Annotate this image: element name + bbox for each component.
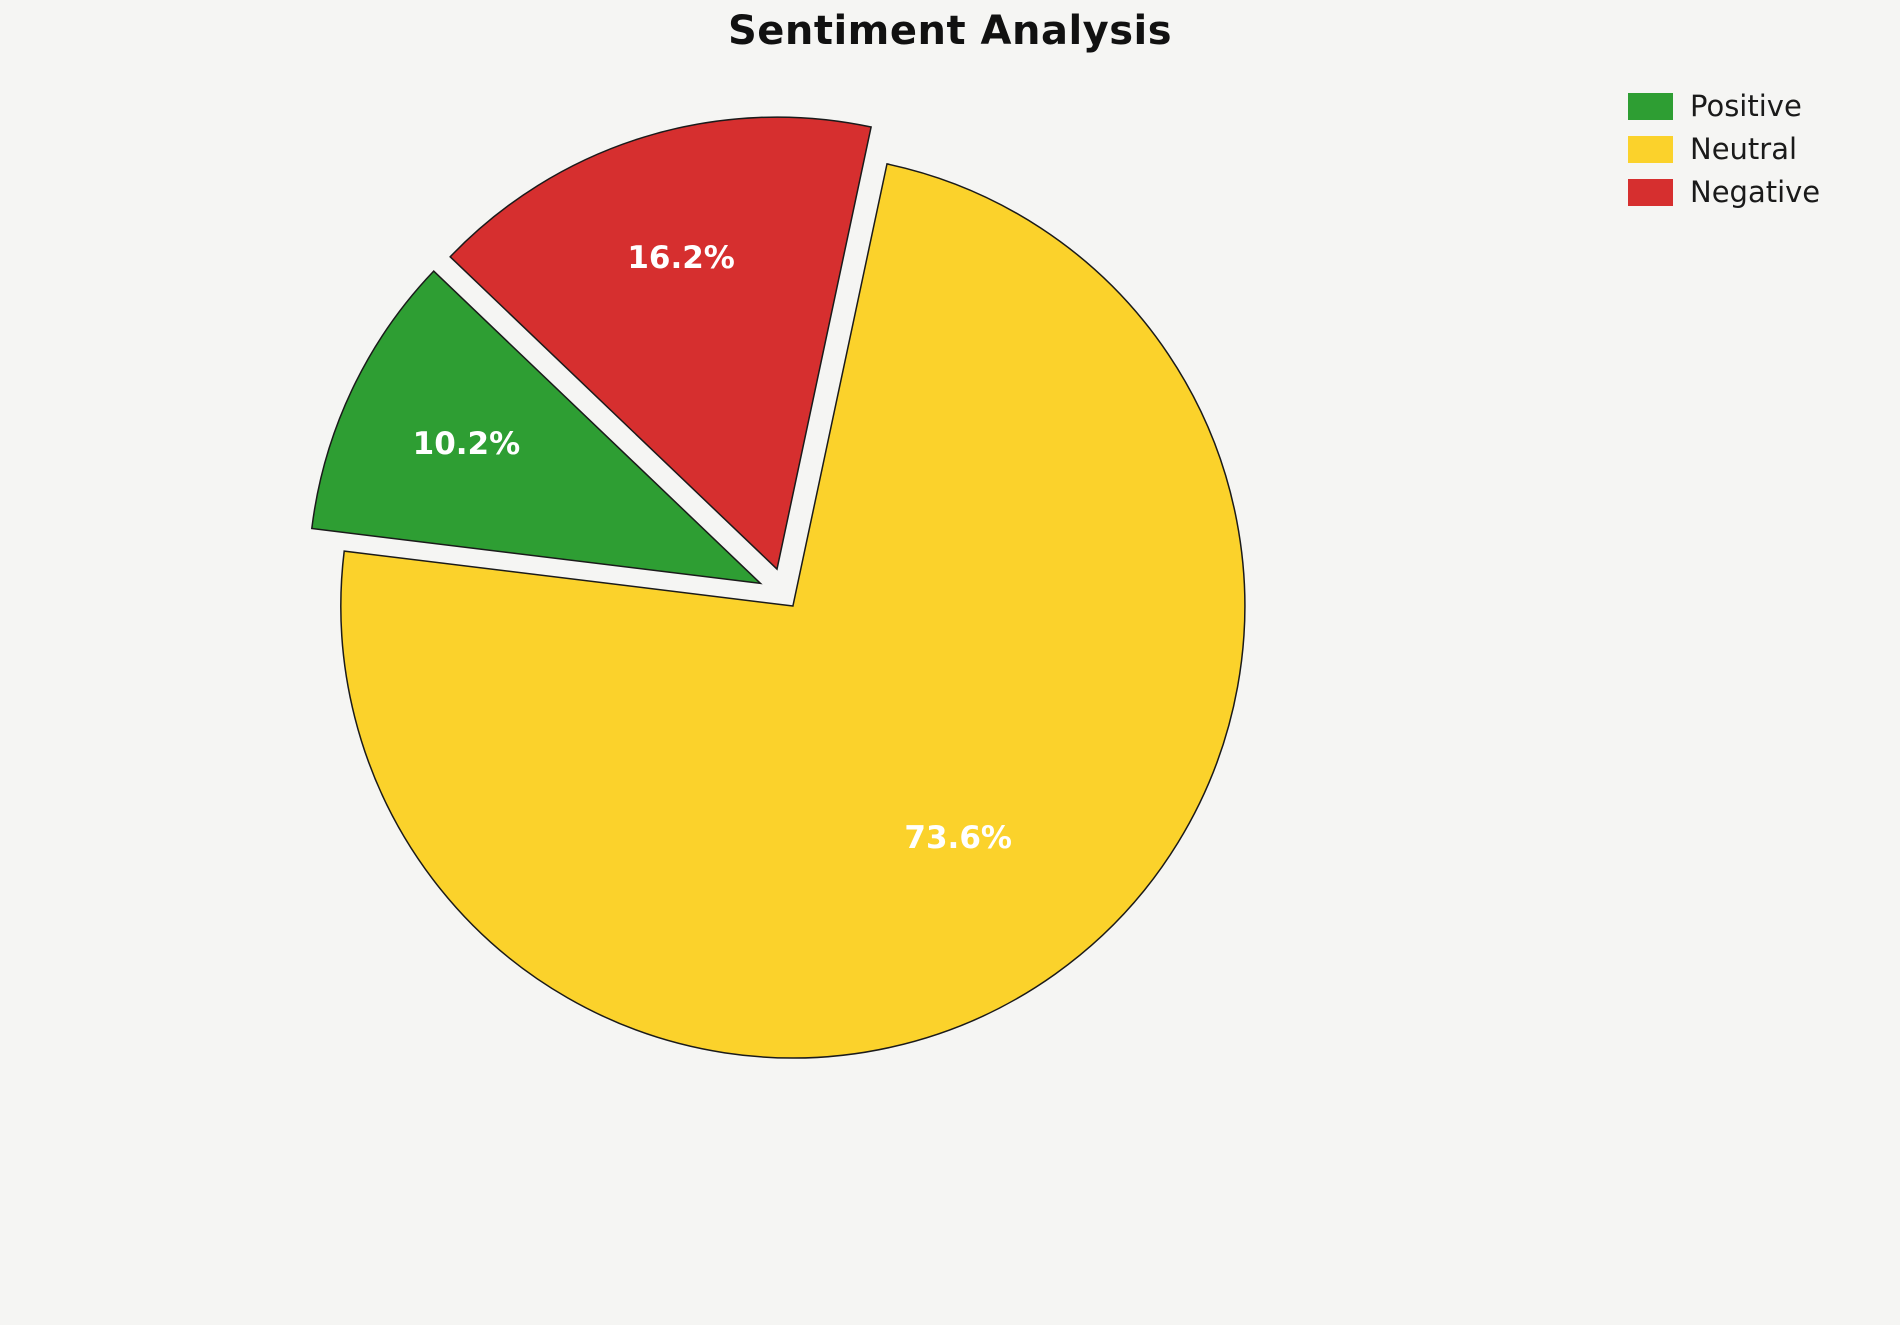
legend-item-negative: Negative (1628, 178, 1820, 207)
legend-swatch-neutral (1628, 136, 1673, 163)
pie-slice-positive (310, 270, 763, 585)
chart-title: Sentiment Analysis (727, 8, 1173, 54)
legend-swatch-negative (1628, 179, 1673, 206)
legend-item-positive: Positive (1628, 92, 1820, 121)
pie-slice-neutral (340, 163, 1246, 1059)
legend-label-negative: Negative (1690, 175, 1821, 209)
pie-slice-negative (449, 116, 872, 571)
legend-label-neutral: Neutral (1690, 132, 1798, 166)
legend-label-positive: Positive (1690, 89, 1802, 123)
legend-swatch-positive (1628, 93, 1673, 120)
legend: Positive Neutral Negative (1628, 92, 1820, 207)
slice-percent-label-neutral: 73.6% (904, 820, 1012, 856)
slice-percent-label-positive: 10.2% (413, 426, 521, 462)
slice-percent-label-negative: 16.2% (627, 240, 735, 276)
legend-item-neutral: Neutral (1628, 135, 1820, 164)
